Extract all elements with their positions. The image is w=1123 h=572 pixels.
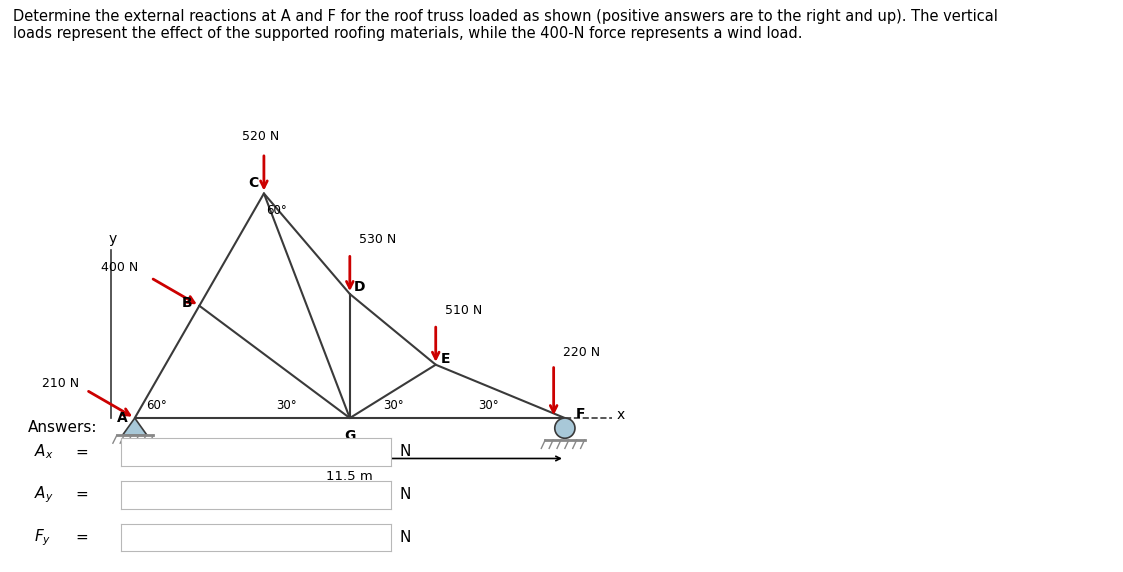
Text: Answers:: Answers:: [28, 420, 98, 435]
Text: $F_{y}$: $F_{y}$: [34, 527, 51, 548]
Text: A: A: [117, 411, 128, 425]
Text: 60°: 60°: [146, 399, 166, 412]
Text: C: C: [248, 176, 259, 190]
Text: $A_{y}$: $A_{y}$: [34, 484, 53, 505]
Text: F: F: [576, 407, 585, 420]
Text: 520 N: 520 N: [243, 130, 280, 143]
Text: 220 N: 220 N: [563, 346, 601, 359]
Text: 11.5 m: 11.5 m: [327, 470, 373, 483]
Text: G: G: [344, 429, 356, 443]
Text: i: i: [103, 487, 108, 502]
Polygon shape: [122, 418, 147, 435]
Text: N: N: [400, 487, 411, 502]
Text: N: N: [400, 444, 411, 459]
Text: i: i: [103, 444, 108, 459]
Text: i: i: [103, 530, 108, 545]
Text: B: B: [182, 296, 192, 310]
Text: 30°: 30°: [383, 399, 403, 412]
Text: x: x: [617, 408, 624, 422]
Text: =: =: [75, 530, 88, 545]
Text: D: D: [354, 280, 366, 294]
Text: 30°: 30°: [276, 399, 296, 412]
Circle shape: [555, 418, 575, 438]
Text: 400 N: 400 N: [101, 261, 138, 274]
Text: $A_{x}$: $A_{x}$: [34, 443, 53, 461]
Text: 530 N: 530 N: [359, 233, 396, 246]
Text: 210 N: 210 N: [43, 377, 80, 390]
Text: 510 N: 510 N: [445, 304, 483, 317]
Text: 60°: 60°: [266, 204, 286, 217]
Text: =: =: [75, 487, 88, 502]
Text: y: y: [108, 232, 117, 246]
Text: =: =: [75, 444, 88, 459]
Text: Determine the external reactions at A and F for the roof truss loaded as shown (: Determine the external reactions at A an…: [13, 9, 998, 23]
Text: E: E: [441, 352, 450, 366]
Text: 30°: 30°: [478, 399, 499, 412]
Text: loads represent the effect of the supported roofing materials, while the 400-N f: loads represent the effect of the suppor…: [13, 26, 803, 41]
Text: N: N: [400, 530, 411, 545]
